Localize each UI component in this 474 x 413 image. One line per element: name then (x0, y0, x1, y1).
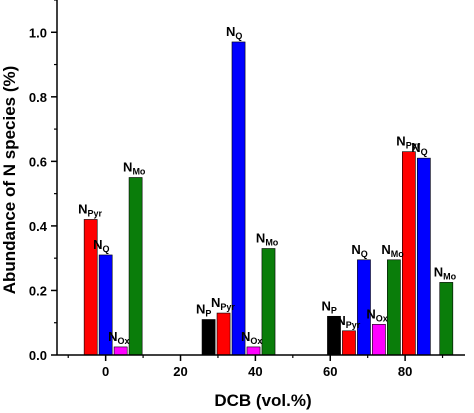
bar-n-mo-g1 (261, 248, 276, 356)
bar-n-pyr-g2 (342, 330, 356, 356)
bar-label-n-mo-g2: NMo (381, 242, 404, 259)
bar-n-mo-g3 (439, 282, 454, 356)
bar-label-n-mo-g0: NMo (123, 160, 146, 177)
bars-layer (83, 41, 454, 356)
bar-n-ox-g1 (246, 346, 261, 356)
bar-label-n-pyr-g2: NPyr (336, 313, 360, 330)
bar-label-n-mo-g3: NMo (434, 264, 457, 281)
y-tick-label: 0.0 (29, 348, 47, 363)
bar-n-ox-g2 (372, 324, 386, 356)
bar-n-ox-g0 (113, 346, 128, 356)
axes-layer: 0.0 0.2 0.4 0.6 0.8 1.0 0 20 40 60 80 (29, 0, 465, 379)
y-tick-label: 1.0 (29, 25, 47, 40)
bar-label-n-q-g1: NQ (226, 24, 242, 41)
bar-label-n-pyr-g0: NPyr (78, 201, 102, 218)
bar-label-n-ox-g0: NOx (108, 329, 129, 346)
bar-n-pyr-g1 (216, 312, 231, 356)
bar-label-n-ox-g1: NOx (241, 329, 262, 346)
y-tick-label: 0.4 (29, 219, 48, 234)
y-axis-title: Abundance of N species (%) (0, 66, 19, 295)
bar-label-n-pyr-g1: NPyr (211, 295, 235, 312)
bar-label-n-pyr-g3: NPyr (396, 134, 420, 151)
bar-label-n-ox-g2: NOx (366, 306, 387, 323)
x-tick-label: 60 (323, 364, 337, 379)
bar-label-n-p-g2: NP (321, 298, 336, 315)
x-axis-title: DCB (vol.%) (214, 391, 311, 410)
bar-label-n-p-g1: NP (196, 302, 211, 319)
bar-n-pyr-g3 (402, 151, 416, 356)
bar-label-n-q-g2: NQ (351, 242, 367, 259)
x-tick-label: 40 (248, 364, 262, 379)
x-tick-label: 80 (398, 364, 412, 379)
bar-label-n-q-g0: NQ (93, 237, 109, 254)
y-tick-label: 0.2 (29, 283, 47, 298)
bar-labels-layer: NPyrNQNOxNMoNPNPyrNQNOxNMoNPNPyrNQNOxNMo… (78, 24, 456, 346)
x-tick-label: 20 (173, 364, 187, 379)
bar-n-mo-g2 (387, 259, 401, 356)
bar-n-mo-g0 (128, 177, 143, 356)
y-tick-label: 0.6 (29, 154, 47, 169)
bar-label-n-mo-g1: NMo (256, 231, 279, 248)
bar-n-q-g3 (416, 157, 431, 356)
bar-n-p-g1 (201, 319, 216, 356)
bar-label-n-q-g3: NQ (411, 140, 427, 157)
x-tick-label: 0 (102, 364, 109, 379)
y-tick-label: 0.8 (29, 90, 47, 105)
